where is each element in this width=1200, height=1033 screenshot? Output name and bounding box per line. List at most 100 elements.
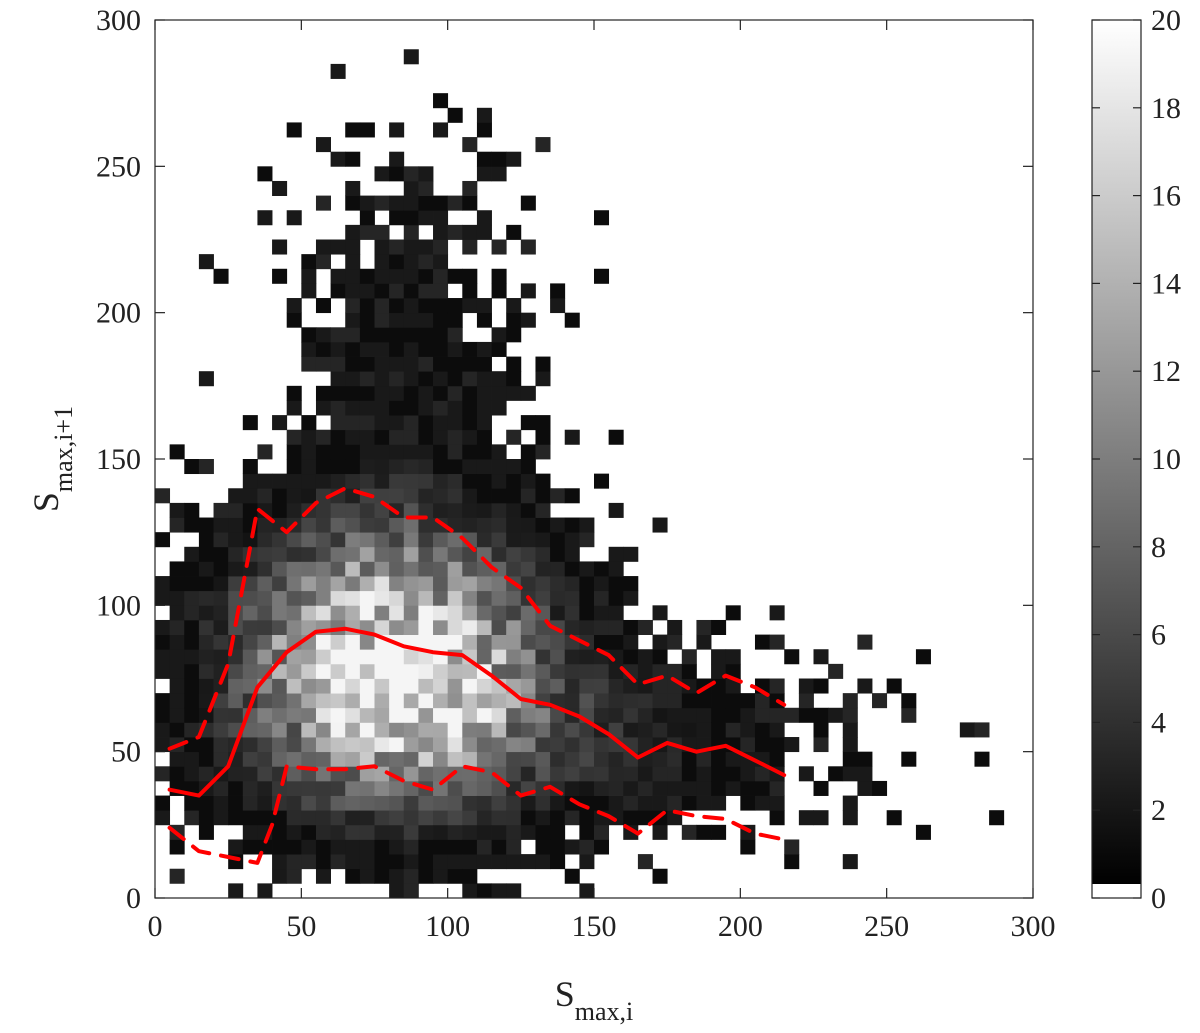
heatmap-cell — [462, 839, 478, 855]
heatmap-cell — [330, 693, 346, 709]
heatmap-cell — [491, 693, 507, 709]
heatmap-cell — [257, 619, 273, 635]
heatmap-cell — [315, 707, 331, 723]
heatmap-cell — [872, 780, 888, 796]
colorbar-ticks: 0 2 4 6 8 10 12 14 16 18 20 — [1092, 4, 1181, 915]
heatmap-cell — [286, 678, 302, 694]
heatmap-cell — [418, 473, 434, 489]
heatmap-cell — [564, 795, 580, 811]
heatmap-cell — [476, 883, 492, 898]
heatmap-cell — [169, 649, 185, 665]
heatmap-cell — [184, 810, 200, 826]
heatmap-cell — [447, 824, 463, 840]
heatmap-cell — [491, 663, 507, 679]
heatmap-cell — [447, 532, 463, 548]
heatmap-cell — [667, 619, 683, 635]
heatmap-cell — [652, 605, 668, 621]
heatmap-cell — [462, 385, 478, 401]
heatmap-cell — [389, 122, 405, 138]
heatmap-cell — [345, 766, 361, 782]
heatmap-cell — [564, 839, 580, 855]
heatmap-cell — [462, 371, 478, 387]
heatmap-cell — [301, 444, 317, 460]
heatmap-cell — [447, 663, 463, 679]
heatmap-cell — [520, 517, 536, 533]
heatmap-cell — [754, 693, 770, 709]
heatmap-cell — [345, 283, 361, 299]
heatmap-cell — [228, 766, 244, 782]
heatmap-cell — [740, 707, 756, 723]
heatmap-cell — [520, 546, 536, 562]
heatmap-cell — [754, 737, 770, 753]
heatmap-cell — [359, 268, 375, 284]
heatmap-cell — [359, 576, 375, 592]
heatmap-cell — [491, 444, 507, 460]
heatmap-cell — [315, 663, 331, 679]
heatmap-cell — [784, 737, 800, 753]
heatmap-cell — [374, 298, 390, 314]
heatmap-cell — [272, 546, 288, 562]
heatmap-cell — [345, 824, 361, 840]
heatmap-cell — [520, 707, 536, 723]
heatmap-cell — [564, 546, 580, 562]
heatmap-cell — [447, 561, 463, 577]
heatmap-cell — [550, 283, 566, 299]
heatmap-cell — [315, 459, 331, 475]
heatmap-cell — [652, 824, 668, 840]
heatmap-cell — [286, 795, 302, 811]
heatmap-cell — [608, 546, 624, 562]
heatmap-cell — [476, 356, 492, 372]
heatmap-cell — [433, 810, 449, 826]
x-tick-label: 100 — [425, 910, 470, 943]
heatmap-cell — [520, 312, 536, 328]
heatmap-cell — [242, 532, 258, 548]
heatmap-cell — [857, 780, 873, 796]
x-tick-label: 50 — [286, 910, 316, 943]
heatmap-cell — [403, 883, 419, 898]
heatmap-cell — [433, 298, 449, 314]
x-tick-label: 200 — [718, 910, 763, 943]
heatmap-cell — [608, 605, 624, 621]
heatmap-cell — [389, 678, 405, 694]
heatmap-cell — [433, 210, 449, 226]
heatmap-cell — [359, 371, 375, 387]
heatmap-cell — [374, 473, 390, 489]
heatmap-cell — [535, 137, 551, 153]
heatmap-cell — [594, 824, 610, 840]
heatmap-cell — [301, 663, 317, 679]
heatmap-cell — [359, 649, 375, 665]
heatmap-cell — [272, 488, 288, 504]
heatmap-cell — [198, 605, 214, 621]
heatmap-cell — [389, 795, 405, 811]
heatmap-cell — [462, 268, 478, 284]
heatmap-cell — [594, 693, 610, 709]
heatmap-cell — [462, 502, 478, 518]
heatmap-cell — [272, 502, 288, 518]
heatmap-cell — [403, 166, 419, 182]
heatmap-cell — [476, 693, 492, 709]
heatmap-cell — [403, 810, 419, 826]
heatmap-cell — [403, 195, 419, 211]
heatmap-cell — [579, 839, 595, 855]
heatmap-cell — [418, 663, 434, 679]
heatmap-cell — [608, 722, 624, 738]
heatmap-cell — [345, 649, 361, 665]
x-axis-label-sub: max,i — [575, 997, 634, 1026]
heatmap-cell — [491, 824, 507, 840]
heatmap-cell — [286, 312, 302, 328]
heatmap-cell — [579, 517, 595, 533]
heatmap-cell — [272, 576, 288, 592]
heatmap-cell — [784, 707, 800, 723]
heatmap-cell — [301, 488, 317, 504]
heatmap-cell — [198, 737, 214, 753]
heatmap-cell — [535, 707, 551, 723]
heatmap-cell — [330, 751, 346, 767]
heatmap-cell — [520, 444, 536, 460]
heatmap-cell — [476, 751, 492, 767]
heatmap-cell — [315, 605, 331, 621]
heatmap-cell — [330, 780, 346, 796]
heatmap-cell — [330, 649, 346, 665]
heatmap-cell — [520, 459, 536, 475]
heatmap-cell — [359, 356, 375, 372]
heatmap-cell — [491, 649, 507, 665]
